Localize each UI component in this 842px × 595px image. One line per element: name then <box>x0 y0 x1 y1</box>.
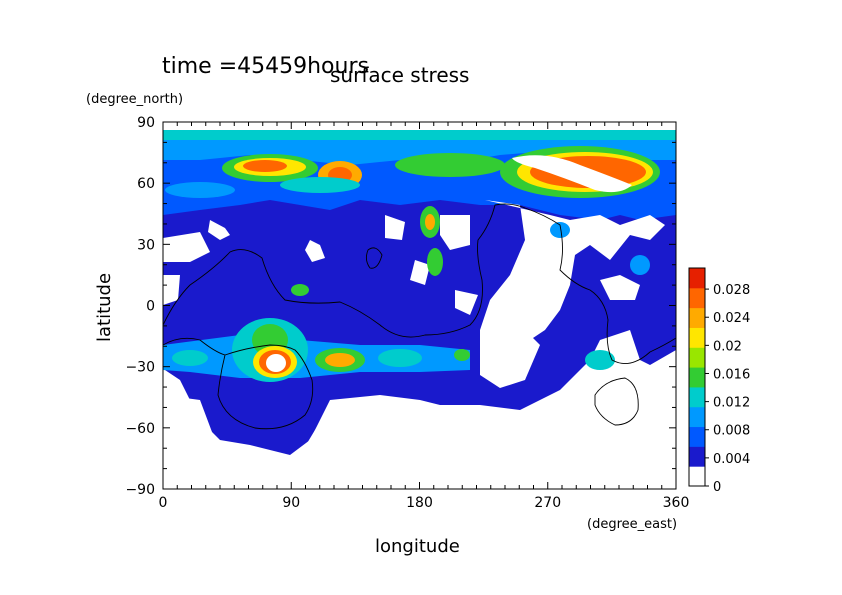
y-axis-title: latitude <box>94 273 115 342</box>
x-tick-label: 180 <box>406 495 433 511</box>
colorbar-swatch <box>689 327 705 348</box>
x-tick-label: 0 <box>159 495 168 511</box>
chart-title: surface stress <box>330 63 469 87</box>
colorbar-label: 0.024 <box>713 311 750 326</box>
x-axis-title: longitude <box>375 536 460 557</box>
colorbar-swatch <box>689 367 705 388</box>
coastlines <box>163 203 676 430</box>
x-tick-label: 90 <box>282 495 300 511</box>
colorbar: 0 0.004 0.008 0.012 0.016 0.02 0.024 0.028 <box>688 267 750 495</box>
colorbar-label: 0.012 <box>713 396 750 411</box>
y-tick-label: −30 <box>125 360 155 376</box>
colorbar-swatch <box>689 406 705 428</box>
colorbar-label: 0 <box>713 480 721 495</box>
axes: 0 90 180 270 360 −90 −60 −30 0 30 60 90 <box>125 115 689 511</box>
y-tick-label: 30 <box>137 237 155 253</box>
colorbar-swatch <box>689 347 705 368</box>
y-tick-label: 0 <box>146 299 155 315</box>
y-unit-label: (degree_north) <box>86 92 183 107</box>
colorbar-label: 0.008 <box>713 424 750 439</box>
colorbar-label: 0.028 <box>713 283 750 298</box>
x-tick-label: 360 <box>663 495 690 511</box>
y-tick-label: 60 <box>137 176 155 192</box>
y-tick-label: −60 <box>125 421 155 437</box>
colorbar-swatch <box>689 307 705 328</box>
colorbar-swatch <box>689 268 705 289</box>
colorbar-frame <box>688 267 706 487</box>
colorbar-swatch <box>689 446 705 467</box>
y-tick-label: 90 <box>137 115 155 131</box>
time-label: time =45459hours <box>162 54 369 79</box>
colorbar-swatch <box>689 426 705 447</box>
colorbar-label: 0.02 <box>713 339 742 354</box>
x-tick-label: 270 <box>534 495 561 511</box>
colorbar-swatch <box>689 386 705 408</box>
stress-field <box>163 130 676 489</box>
colorbar-swatch <box>689 466 705 487</box>
colorbar-swatch <box>689 287 705 309</box>
colorbar-label: 0.016 <box>713 367 750 382</box>
x-unit-label: (degree_east) <box>587 517 677 532</box>
y-tick-label: −90 <box>125 482 155 498</box>
colorbar-label: 0.004 <box>713 452 750 467</box>
